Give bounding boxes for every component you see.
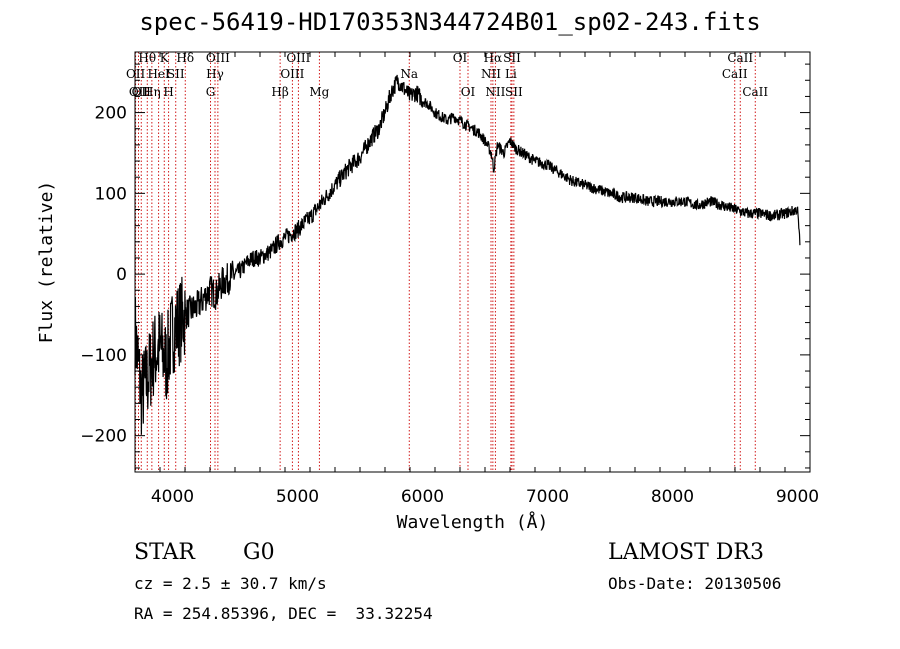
line-label-12: OIII <box>206 51 230 65</box>
line-label-2: OII <box>132 85 152 99</box>
x-tick-label: 5000 <box>276 487 319 507</box>
line-label-0: OII <box>126 67 146 81</box>
line-label-13: Hβ <box>271 85 288 99</box>
line-label-17: Na <box>400 67 418 81</box>
line-label-14: OIII <box>280 67 304 81</box>
line-label-25: SII <box>505 85 523 99</box>
subclass-label: G0 <box>243 540 275 565</box>
x-tick-label: 8000 <box>651 487 694 507</box>
y-tick-label: 0 <box>116 265 127 285</box>
line-label-15: OIII <box>286 51 310 65</box>
line-label-20: NII <box>481 67 501 81</box>
line-label-23: Li <box>505 67 517 81</box>
x-tick-label: 4000 <box>151 487 194 507</box>
line-label-1: OII <box>129 85 149 99</box>
line-label-4: Hη <box>143 85 161 99</box>
x-axis-label: Wavelength (Å) <box>397 511 549 533</box>
class-label: STAR <box>134 540 195 565</box>
line-label-9: Hδ <box>176 51 194 65</box>
x-tick-label: 9000 <box>776 487 819 507</box>
line-label-11: Hγ <box>206 67 224 81</box>
line-label-6: K <box>160 51 170 65</box>
x-tick-label: 6000 <box>401 487 444 507</box>
line-label-27: CaII <box>727 51 753 65</box>
line-label-8: SII <box>167 67 185 81</box>
redshift-text: cz = 2.5 ± 30.7 km/s <box>134 574 327 593</box>
observation-date: Obs-Date: 20130506 <box>608 574 782 593</box>
line-label-16: Mg <box>309 85 329 99</box>
line-label-3: Hθ <box>138 51 156 65</box>
y-tick-label: −200 <box>80 427 127 447</box>
y-tick-label: 100 <box>95 184 127 204</box>
y-tick-label: 200 <box>95 104 127 124</box>
spectral-line-labels: OIIOIIOIIHθHηHeIKHSIIHδGHγOIIIHβOIIIOIII… <box>126 51 768 99</box>
y-axis-ticks: −200 −100 0 100 200 <box>80 63 810 469</box>
chart-title: spec-56419-HD170353N344724B01_sp02-243.f… <box>139 8 761 36</box>
line-label-21: Hα <box>484 51 503 65</box>
line-label-18: OI <box>453 51 468 65</box>
y-tick-label: −100 <box>80 346 127 366</box>
spectrum-line <box>134 74 801 435</box>
plot-frame <box>134 51 811 473</box>
line-label-26: CaII <box>722 67 748 81</box>
coordinates-text: RA = 254.85396, DEC = 33.32254 <box>134 604 433 623</box>
spectral-line-markers <box>135 52 756 472</box>
survey-label: LAMOST DR3 <box>608 540 764 565</box>
x-axis-ticks: 4000 5000 6000 7000 8000 9000 <box>134 52 819 507</box>
line-label-24: SII <box>503 51 521 65</box>
line-label-10: G <box>206 85 216 99</box>
line-label-5: HeI <box>147 67 170 81</box>
x-tick-label: 7000 <box>526 487 569 507</box>
line-label-19: OI <box>461 85 476 99</box>
line-label-22: NII <box>485 85 505 99</box>
line-label-28: CaII <box>742 85 768 99</box>
line-label-7: H <box>163 85 173 99</box>
y-axis-label: Flux (relative) <box>36 181 57 344</box>
